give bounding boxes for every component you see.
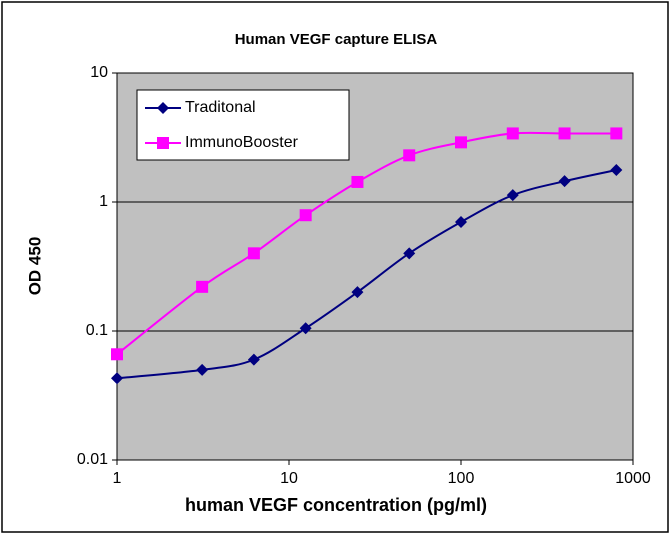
diamond-marker	[157, 102, 169, 114]
x-tick-label: 1000	[615, 470, 651, 487]
square-marker	[196, 280, 209, 293]
diamond-marker	[196, 363, 209, 376]
legend-box	[136, 89, 350, 161]
chart-title: Human VEGF capture ELISA	[235, 31, 438, 48]
diamond-marker	[247, 353, 260, 366]
y-tick-label: 1	[99, 193, 108, 210]
legend-label: ImmunoBooster	[185, 134, 299, 151]
diamond-marker	[610, 164, 623, 177]
x-tick-label: 1	[113, 470, 122, 487]
y-tick-label: 0.01	[77, 451, 108, 468]
diamond-marker	[299, 322, 312, 335]
x-tick-label: 10	[280, 470, 298, 487]
diamond-marker	[558, 175, 571, 188]
plot-border	[116, 72, 634, 461]
diamond-marker	[403, 247, 416, 260]
diamond-marker	[351, 286, 364, 299]
legend-label: Traditonal	[185, 99, 256, 116]
x-axis-title: human VEGF concentration (pg/ml)	[185, 495, 487, 515]
square-marker	[558, 127, 571, 140]
y-tick-label: 10	[90, 64, 108, 81]
series-line	[116, 169, 617, 380]
square-marker	[610, 127, 623, 140]
y-axis-title: OD 450	[25, 237, 44, 296]
square-marker	[299, 209, 312, 222]
diamond-marker	[455, 215, 467, 228]
square-marker	[506, 127, 519, 140]
series-line	[116, 131, 617, 356]
square-marker	[403, 149, 416, 162]
square-marker	[111, 348, 123, 361]
square-marker	[455, 136, 467, 149]
square-marker	[351, 175, 364, 188]
x-tick-label: 100	[448, 470, 475, 487]
y-tick-label: 0.1	[86, 322, 108, 339]
square-marker	[157, 137, 169, 149]
diamond-marker	[111, 372, 123, 385]
diamond-marker	[506, 189, 519, 202]
square-marker	[247, 247, 260, 260]
